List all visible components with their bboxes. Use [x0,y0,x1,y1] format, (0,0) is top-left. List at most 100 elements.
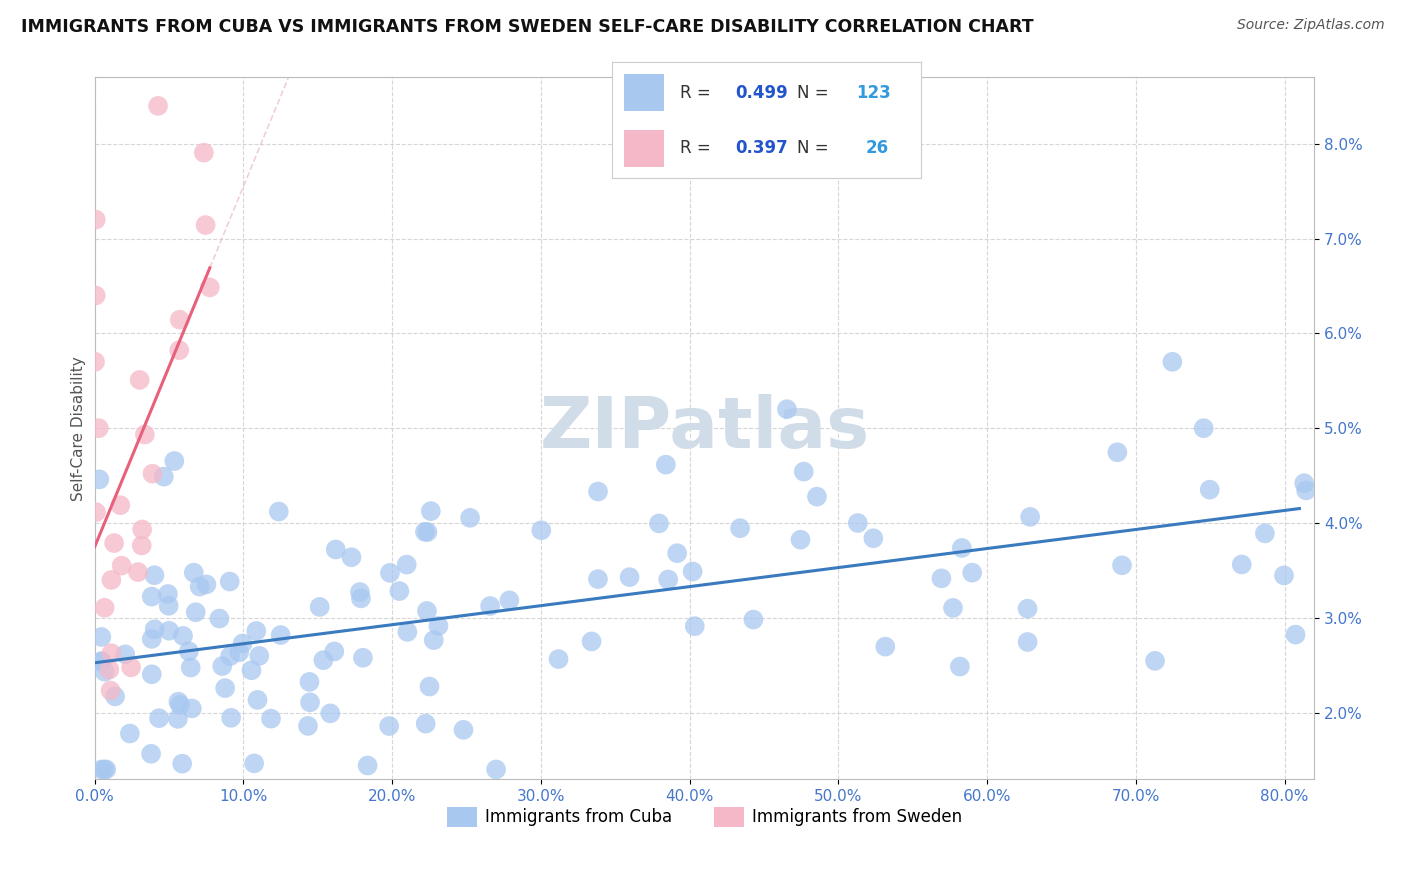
Immigrants from Cuba [172,629,194,643]
Immigrants from Cuba [581,634,603,648]
Immigrants from Cuba [228,645,250,659]
Immigrants from Cuba [427,619,450,633]
Text: 123: 123 [856,84,891,102]
Immigrants from Cuba [728,521,751,535]
Immigrants from Sweden [110,498,132,512]
Immigrants from Cuba [1272,568,1295,582]
Immigrants from Cuba [416,524,439,539]
Immigrants from Cuba [682,565,704,579]
Immigrants from Sweden [198,280,221,294]
Immigrants from Cuba [319,706,342,721]
Immigrants from Cuba [416,604,439,618]
Immigrants from Cuba [167,712,190,726]
Immigrants from Cuba [141,667,163,681]
Immigrants from Cuba [184,605,207,619]
Immigrants from Cuba [458,511,481,525]
Immigrants from Sweden [120,660,142,674]
Legend: Immigrants from Cuba, Immigrants from Sweden: Immigrants from Cuba, Immigrants from Sw… [440,800,969,834]
Text: N =: N = [797,84,834,102]
Immigrants from Cuba [180,701,202,715]
Immigrants from Cuba [312,653,335,667]
Immigrants from Cuba [308,599,330,614]
Immigrants from Cuba [395,558,418,572]
Immigrants from Cuba [1017,601,1039,615]
Immigrants from Sweden [146,99,169,113]
Immigrants from Cuba [352,650,374,665]
Immigrants from Cuba [942,601,965,615]
Immigrants from Cuba [89,472,111,486]
Immigrants from Sweden [128,373,150,387]
Immigrants from Sweden [100,683,122,698]
Immigrants from Cuba [297,719,319,733]
Immigrants from Cuba [141,632,163,646]
Immigrants from Sweden [131,539,153,553]
Immigrants from Cuba [157,599,180,613]
Immigrants from Cuba [270,628,292,642]
Immigrants from Sweden [84,212,107,227]
Immigrants from Cuba [208,611,231,625]
Immigrants from Cuba [666,546,689,560]
Immigrants from Cuba [356,758,378,772]
Immigrants from Cuba [219,711,242,725]
Immigrants from Cuba [247,648,270,663]
Immigrants from Cuba [232,636,254,650]
Immigrants from Sweden [84,505,107,519]
Immigrants from Sweden [98,663,121,677]
Immigrants from Sweden [84,288,107,302]
Immigrants from Cuba [93,763,115,777]
Immigrants from Cuba [378,719,401,733]
Immigrants from Cuba [143,568,166,582]
Immigrants from Cuba [683,619,706,633]
Immigrants from Cuba [413,524,436,539]
Immigrants from Cuba [169,698,191,712]
Immigrants from Cuba [219,649,242,664]
Immigrants from Cuba [139,747,162,761]
Immigrants from Cuba [104,690,127,704]
Immigrants from Cuba [325,542,347,557]
Immigrants from Cuba [1019,509,1042,524]
Immigrants from Cuba [586,572,609,586]
Immigrants from Cuba [388,584,411,599]
Bar [624,74,664,112]
Immigrants from Cuba [1192,421,1215,435]
Immigrants from Sweden [93,600,115,615]
Immigrants from Cuba [214,681,236,695]
Immigrants from Cuba [742,613,765,627]
Immigrants from Cuba [90,655,112,669]
Immigrants from Cuba [96,763,118,777]
Text: 0.397: 0.397 [735,139,789,157]
Immigrants from Cuba [657,573,679,587]
Text: 26: 26 [865,139,889,157]
Y-axis label: Self-Care Disability: Self-Care Disability [72,356,86,500]
Immigrants from Sweden [131,523,153,537]
Immigrants from Cuba [419,504,441,518]
Immigrants from Cuba [90,763,112,777]
Immigrants from Cuba [1254,526,1277,541]
Immigrants from Cuba [423,633,446,648]
Immigrants from Cuba [245,624,267,638]
Immigrants from Cuba [114,648,136,662]
Text: ZIPatlas: ZIPatlas [540,393,869,463]
Immigrants from Cuba [1284,627,1306,641]
Text: Source: ZipAtlas.com: Source: ZipAtlas.com [1237,18,1385,32]
Immigrants from Cuba [1111,558,1133,573]
Immigrants from Cuba [93,665,115,679]
Immigrants from Cuba [619,570,641,584]
Immigrants from Cuba [547,652,569,666]
Immigrants from Cuba [240,663,263,677]
Immigrants from Cuba [846,516,869,530]
Immigrants from Cuba [267,504,290,518]
Immigrants from Cuba [1161,355,1184,369]
Immigrants from Cuba [218,574,240,589]
Immigrants from Cuba [378,566,401,580]
Immigrants from Cuba [453,723,475,737]
Immigrants from Cuba [183,566,205,580]
Immigrants from Cuba [349,585,371,599]
Immigrants from Cuba [655,458,678,472]
Text: R =: R = [679,84,716,102]
Immigrants from Cuba [180,660,202,674]
Immigrants from Cuba [776,402,799,417]
Immigrants from Cuba [163,454,186,468]
Immigrants from Cuba [90,654,112,668]
Immigrants from Sweden [100,646,122,660]
